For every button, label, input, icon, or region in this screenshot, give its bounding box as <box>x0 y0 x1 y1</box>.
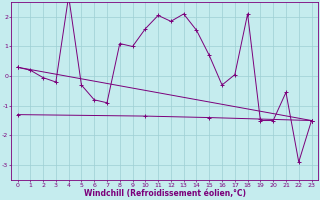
X-axis label: Windchill (Refroidissement éolien,°C): Windchill (Refroidissement éolien,°C) <box>84 189 245 198</box>
